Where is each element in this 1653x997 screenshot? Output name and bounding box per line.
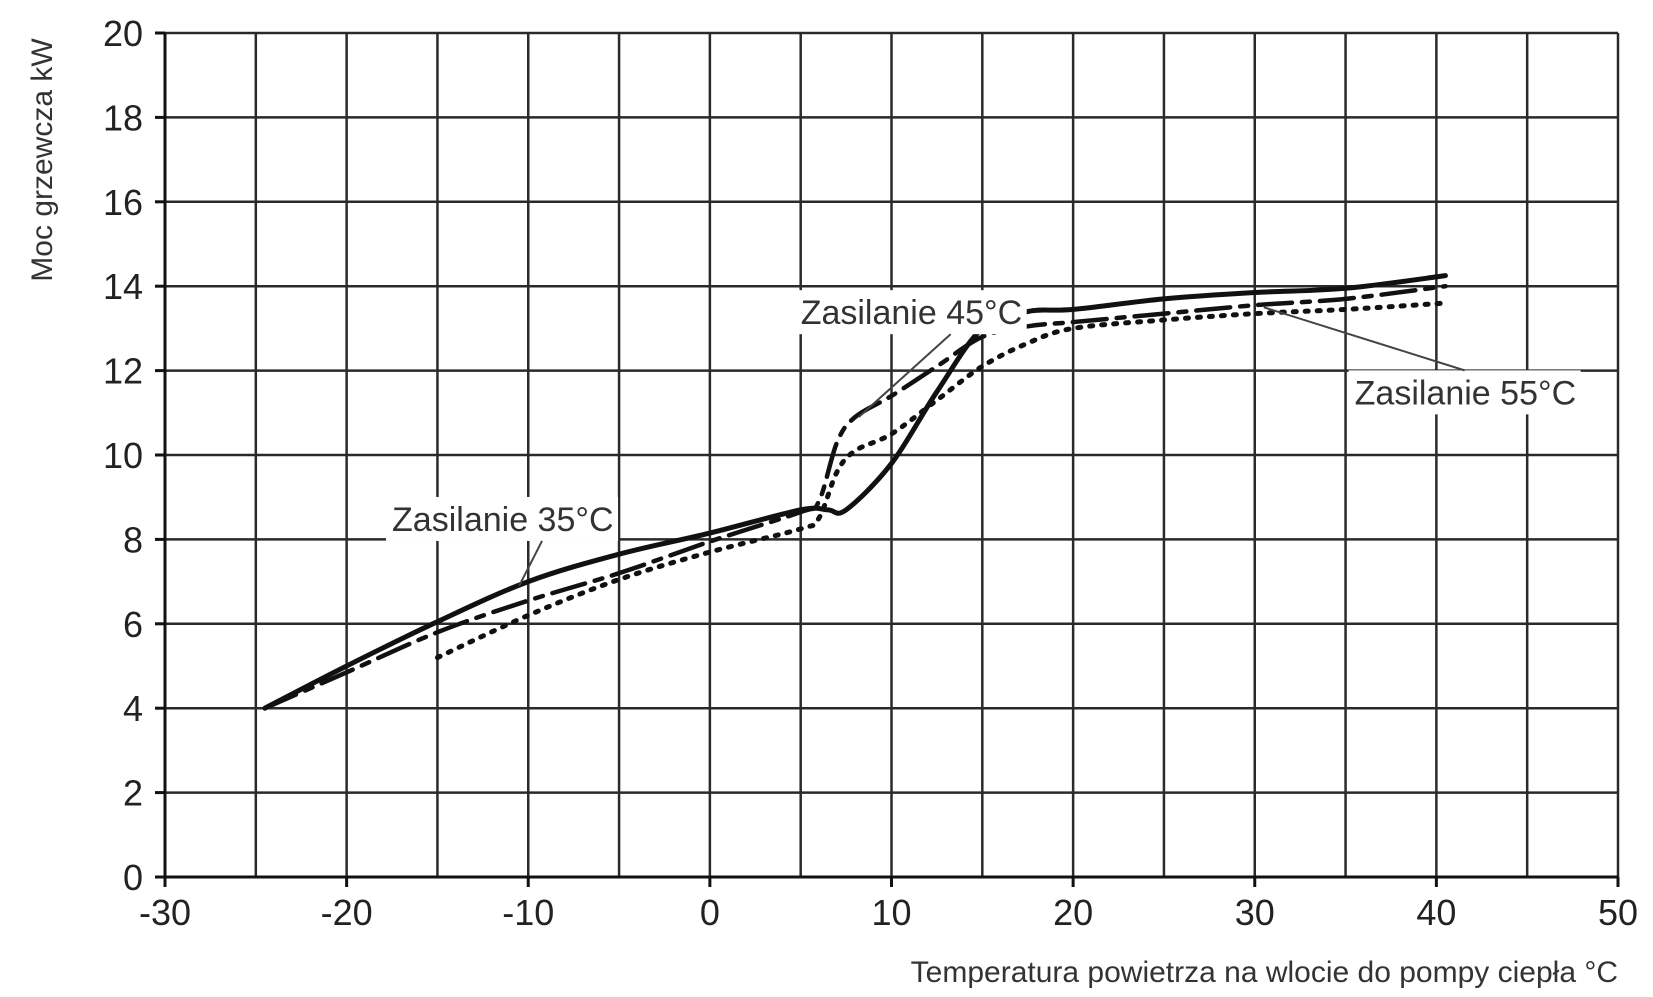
y-tick-labels: 0 2 4 6 8 10 12 14 16 18 20: [103, 13, 143, 898]
y-tick-label: 14: [103, 266, 143, 307]
grid: [163, 31, 1620, 879]
annotation-leader-line: [858, 333, 952, 418]
y-tick-label: 0: [123, 857, 143, 898]
annotation-leader-line: [518, 540, 543, 587]
axes: [155, 31, 1620, 887]
annotation-label: Zasilanie 45°C: [801, 294, 1022, 332]
y-tick-label: 4: [123, 688, 143, 729]
x-tick-label: 20: [1053, 892, 1093, 933]
x-tick-label: -30: [139, 892, 191, 933]
x-axis-title: Temperatura powietrza na wlocie do pompy…: [911, 956, 1618, 989]
series-annotations: Zasilanie 35°C Zasilanie 45°C Zasilanie 55…: [386, 290, 1581, 587]
y-axis-title: Moc grzewcza kW: [26, 38, 59, 282]
series-line-dotted: [434, 300, 1448, 661]
series-lines: [262, 273, 1448, 711]
x-tick-label: 50: [1598, 892, 1638, 933]
x-tick-label: -10: [502, 892, 554, 933]
y-tick-label: 2: [123, 773, 143, 814]
series-line-dashed: [262, 283, 1448, 711]
y-tick-label: 20: [103, 13, 143, 54]
y-tick-label: 16: [103, 182, 143, 223]
x-tick-label: -20: [321, 892, 373, 933]
y-tick-label: 6: [123, 604, 143, 645]
annotation-label: Zasilanie 55°C: [1355, 374, 1576, 412]
x-tick-label: 40: [1416, 892, 1456, 933]
annotation-leader-line: [1263, 306, 1465, 372]
y-tick-label: 8: [123, 519, 143, 560]
x-tick-labels: -30 -20 -10 0 10 20 30 40 50: [139, 892, 1638, 933]
series-line-solid: [262, 273, 1448, 711]
annotation-background: [386, 496, 619, 541]
y-tick-label: 18: [103, 97, 143, 138]
x-tick-label: 10: [871, 892, 911, 933]
annotation-label: Zasilanie 35°C: [392, 501, 613, 539]
x-tick-label: 30: [1235, 892, 1275, 933]
annotation-background: [794, 290, 1027, 335]
y-tick-label: 10: [103, 435, 143, 476]
annotation-background: [1348, 370, 1581, 415]
y-tick-label: 12: [103, 351, 143, 392]
x-tick-label: 0: [700, 892, 720, 933]
